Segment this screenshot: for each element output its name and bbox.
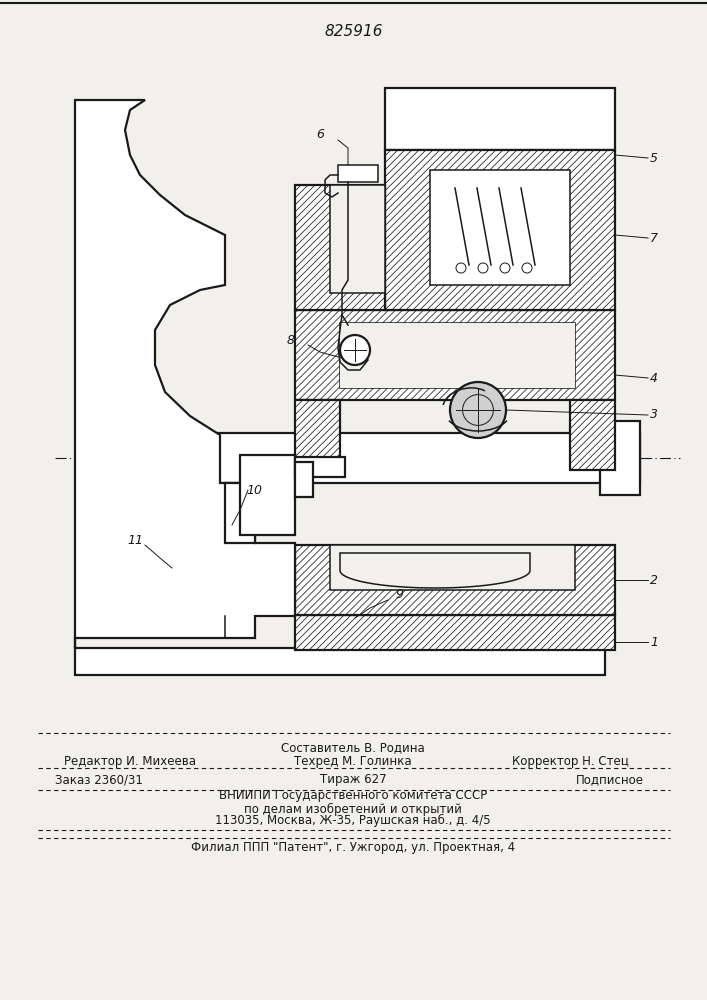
Circle shape bbox=[522, 263, 532, 273]
Text: Тираж 627: Тираж 627 bbox=[320, 774, 386, 786]
Text: по делам изобретений и открытий: по делам изобретений и открытий bbox=[244, 802, 462, 816]
Bar bbox=[155, 433, 640, 483]
Text: 3: 3 bbox=[650, 408, 658, 422]
Text: 11: 11 bbox=[127, 534, 143, 546]
Bar bbox=[430, 170, 570, 285]
Bar bbox=[225, 483, 255, 543]
Text: Филиал ППП "Патент", г. Ужгород, ул. Проектная, 4: Филиал ППП "Патент", г. Ужгород, ул. Про… bbox=[191, 842, 515, 854]
Circle shape bbox=[340, 335, 370, 365]
Text: 825916: 825916 bbox=[325, 24, 382, 39]
Text: Техред М. Голинка: Техред М. Голинка bbox=[294, 756, 411, 768]
Bar bbox=[340, 323, 575, 388]
Text: 2: 2 bbox=[650, 574, 658, 586]
Bar bbox=[338, 165, 378, 182]
Bar bbox=[240, 455, 295, 535]
Bar bbox=[295, 545, 615, 615]
Bar bbox=[570, 400, 615, 470]
Bar bbox=[295, 400, 340, 470]
Polygon shape bbox=[340, 553, 530, 588]
Circle shape bbox=[456, 263, 466, 273]
Bar bbox=[330, 545, 575, 590]
Bar bbox=[340, 323, 575, 388]
Text: 113035, Москва, Ж-35, Раушская наб., д. 4/5: 113035, Москва, Ж-35, Раушская наб., д. … bbox=[215, 813, 491, 827]
Text: 5: 5 bbox=[650, 151, 658, 164]
Text: 8: 8 bbox=[287, 334, 295, 347]
Bar bbox=[385, 88, 615, 150]
Text: Составитель В. Родина: Составитель В. Родина bbox=[281, 742, 425, 754]
Bar bbox=[295, 615, 615, 650]
Text: Редактор И. Михеева: Редактор И. Михеева bbox=[64, 756, 196, 768]
Text: 10: 10 bbox=[246, 484, 262, 496]
Text: ВНИИПИ Государственного комитета СССР: ВНИИПИ Государственного комитета СССР bbox=[219, 790, 487, 802]
Text: 6: 6 bbox=[316, 128, 324, 141]
Bar bbox=[330, 185, 385, 293]
Text: Подписное: Подписное bbox=[576, 774, 644, 786]
Bar bbox=[385, 150, 615, 310]
Polygon shape bbox=[75, 100, 295, 648]
Text: 9: 9 bbox=[395, 588, 403, 601]
Text: Заказ 2360/31: Заказ 2360/31 bbox=[55, 774, 143, 786]
Circle shape bbox=[450, 382, 506, 438]
Bar bbox=[295, 462, 313, 497]
Bar bbox=[295, 185, 385, 310]
Bar bbox=[295, 310, 615, 400]
Circle shape bbox=[500, 263, 510, 273]
Text: Корректор Н. Стец: Корректор Н. Стец bbox=[512, 756, 629, 768]
Bar bbox=[75, 648, 605, 675]
Circle shape bbox=[478, 263, 488, 273]
Bar bbox=[295, 457, 345, 477]
Text: 4: 4 bbox=[650, 371, 658, 384]
Bar bbox=[600, 421, 640, 495]
Text: 1: 1 bbox=[650, 636, 658, 648]
Text: 7: 7 bbox=[650, 232, 658, 244]
